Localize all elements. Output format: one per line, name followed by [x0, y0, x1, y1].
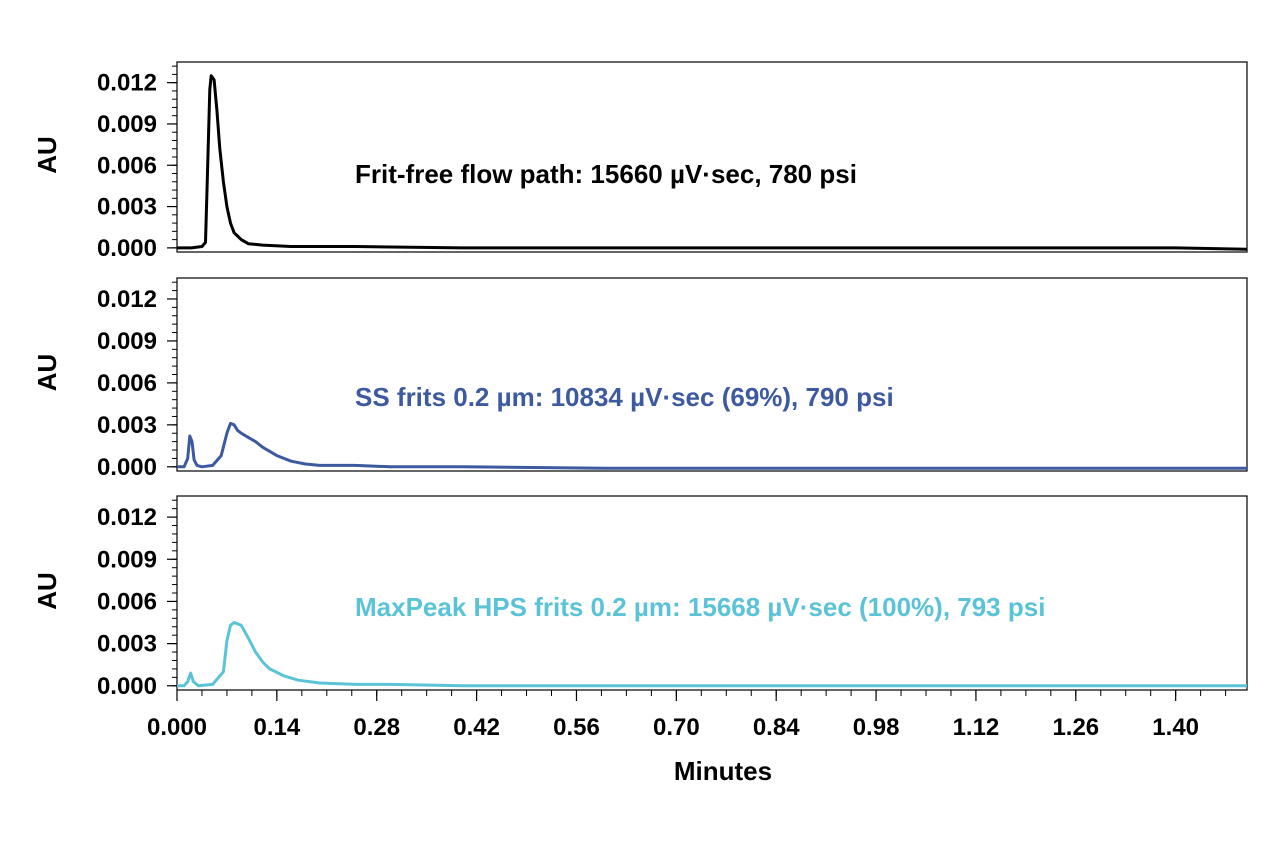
- y-tick-label: 0.003: [97, 194, 157, 221]
- x-tick-label: 0.28: [353, 714, 400, 741]
- y-tick-label: 0.009: [97, 111, 157, 138]
- y-tick-label: 0.012: [97, 70, 157, 97]
- x-tick-label: 0.70: [653, 714, 700, 741]
- y-tick-label: 0.009: [97, 546, 157, 573]
- x-tick-label: 0.42: [453, 714, 500, 741]
- y-tick-label: 0.006: [97, 152, 157, 179]
- y-axis-title: AU: [32, 136, 62, 174]
- series-annotation: Frit-free flow path: 15660 µV·sec, 780 p…: [355, 159, 857, 189]
- panel-3: 0.012 0.009 0.006 0.003 0.000 AU MaxPeak HPS f…: [32, 495, 1248, 700]
- y-tick-label: 0.000: [97, 673, 157, 700]
- x-tick-label: 1.40: [1152, 714, 1199, 741]
- y-tick-label: 0.006: [97, 370, 157, 397]
- y-tick-label: 0.012: [97, 286, 157, 313]
- x-tick-label: 0.84: [753, 714, 800, 741]
- series-annotation: MaxPeak HPS frits 0.2 µm: 15668 µV·sec (…: [355, 592, 1045, 622]
- panel-1: 0.012 0.009 0.006 0.003 0.000 AU Frit-free flo…: [32, 61, 1248, 262]
- x-tick-label: 1.26: [1052, 714, 1099, 741]
- x-axis-title: Minutes: [674, 756, 772, 786]
- x-tick-label: 0.56: [553, 714, 600, 741]
- panel-2: 0.012 0.009 0.006 0.003 0.000 AU SS frits 0.2 …: [32, 277, 1248, 481]
- series-line-2: [177, 421, 1247, 470]
- y-axis-title: AU: [32, 572, 62, 610]
- y-tick-label: 0.009: [97, 328, 157, 355]
- x-tick-label: 0.14: [254, 714, 301, 741]
- y-tick-label: 0.000: [97, 454, 157, 481]
- x-tick-label: 0.000: [147, 714, 207, 741]
- series-line-3: [177, 621, 1247, 688]
- x-tick-label: 1.12: [953, 714, 1000, 741]
- y-tick-label: 0.006: [97, 588, 157, 615]
- y-axis-title: AU: [32, 354, 62, 392]
- plot-frame: [176, 277, 1248, 472]
- y-tick-label: 0.003: [97, 412, 157, 439]
- x-tick-label: 0.98: [853, 714, 900, 741]
- y-tick-label: 0.012: [97, 504, 157, 531]
- y-tick-label: 0.003: [97, 631, 157, 658]
- series-annotation: SS frits 0.2 µm: 10834 µV·sec (69%), 790…: [355, 382, 894, 412]
- series-line-1: [177, 74, 1248, 251]
- plot-frame: [176, 61, 1248, 253]
- y-tick-label: 0.000: [97, 235, 157, 262]
